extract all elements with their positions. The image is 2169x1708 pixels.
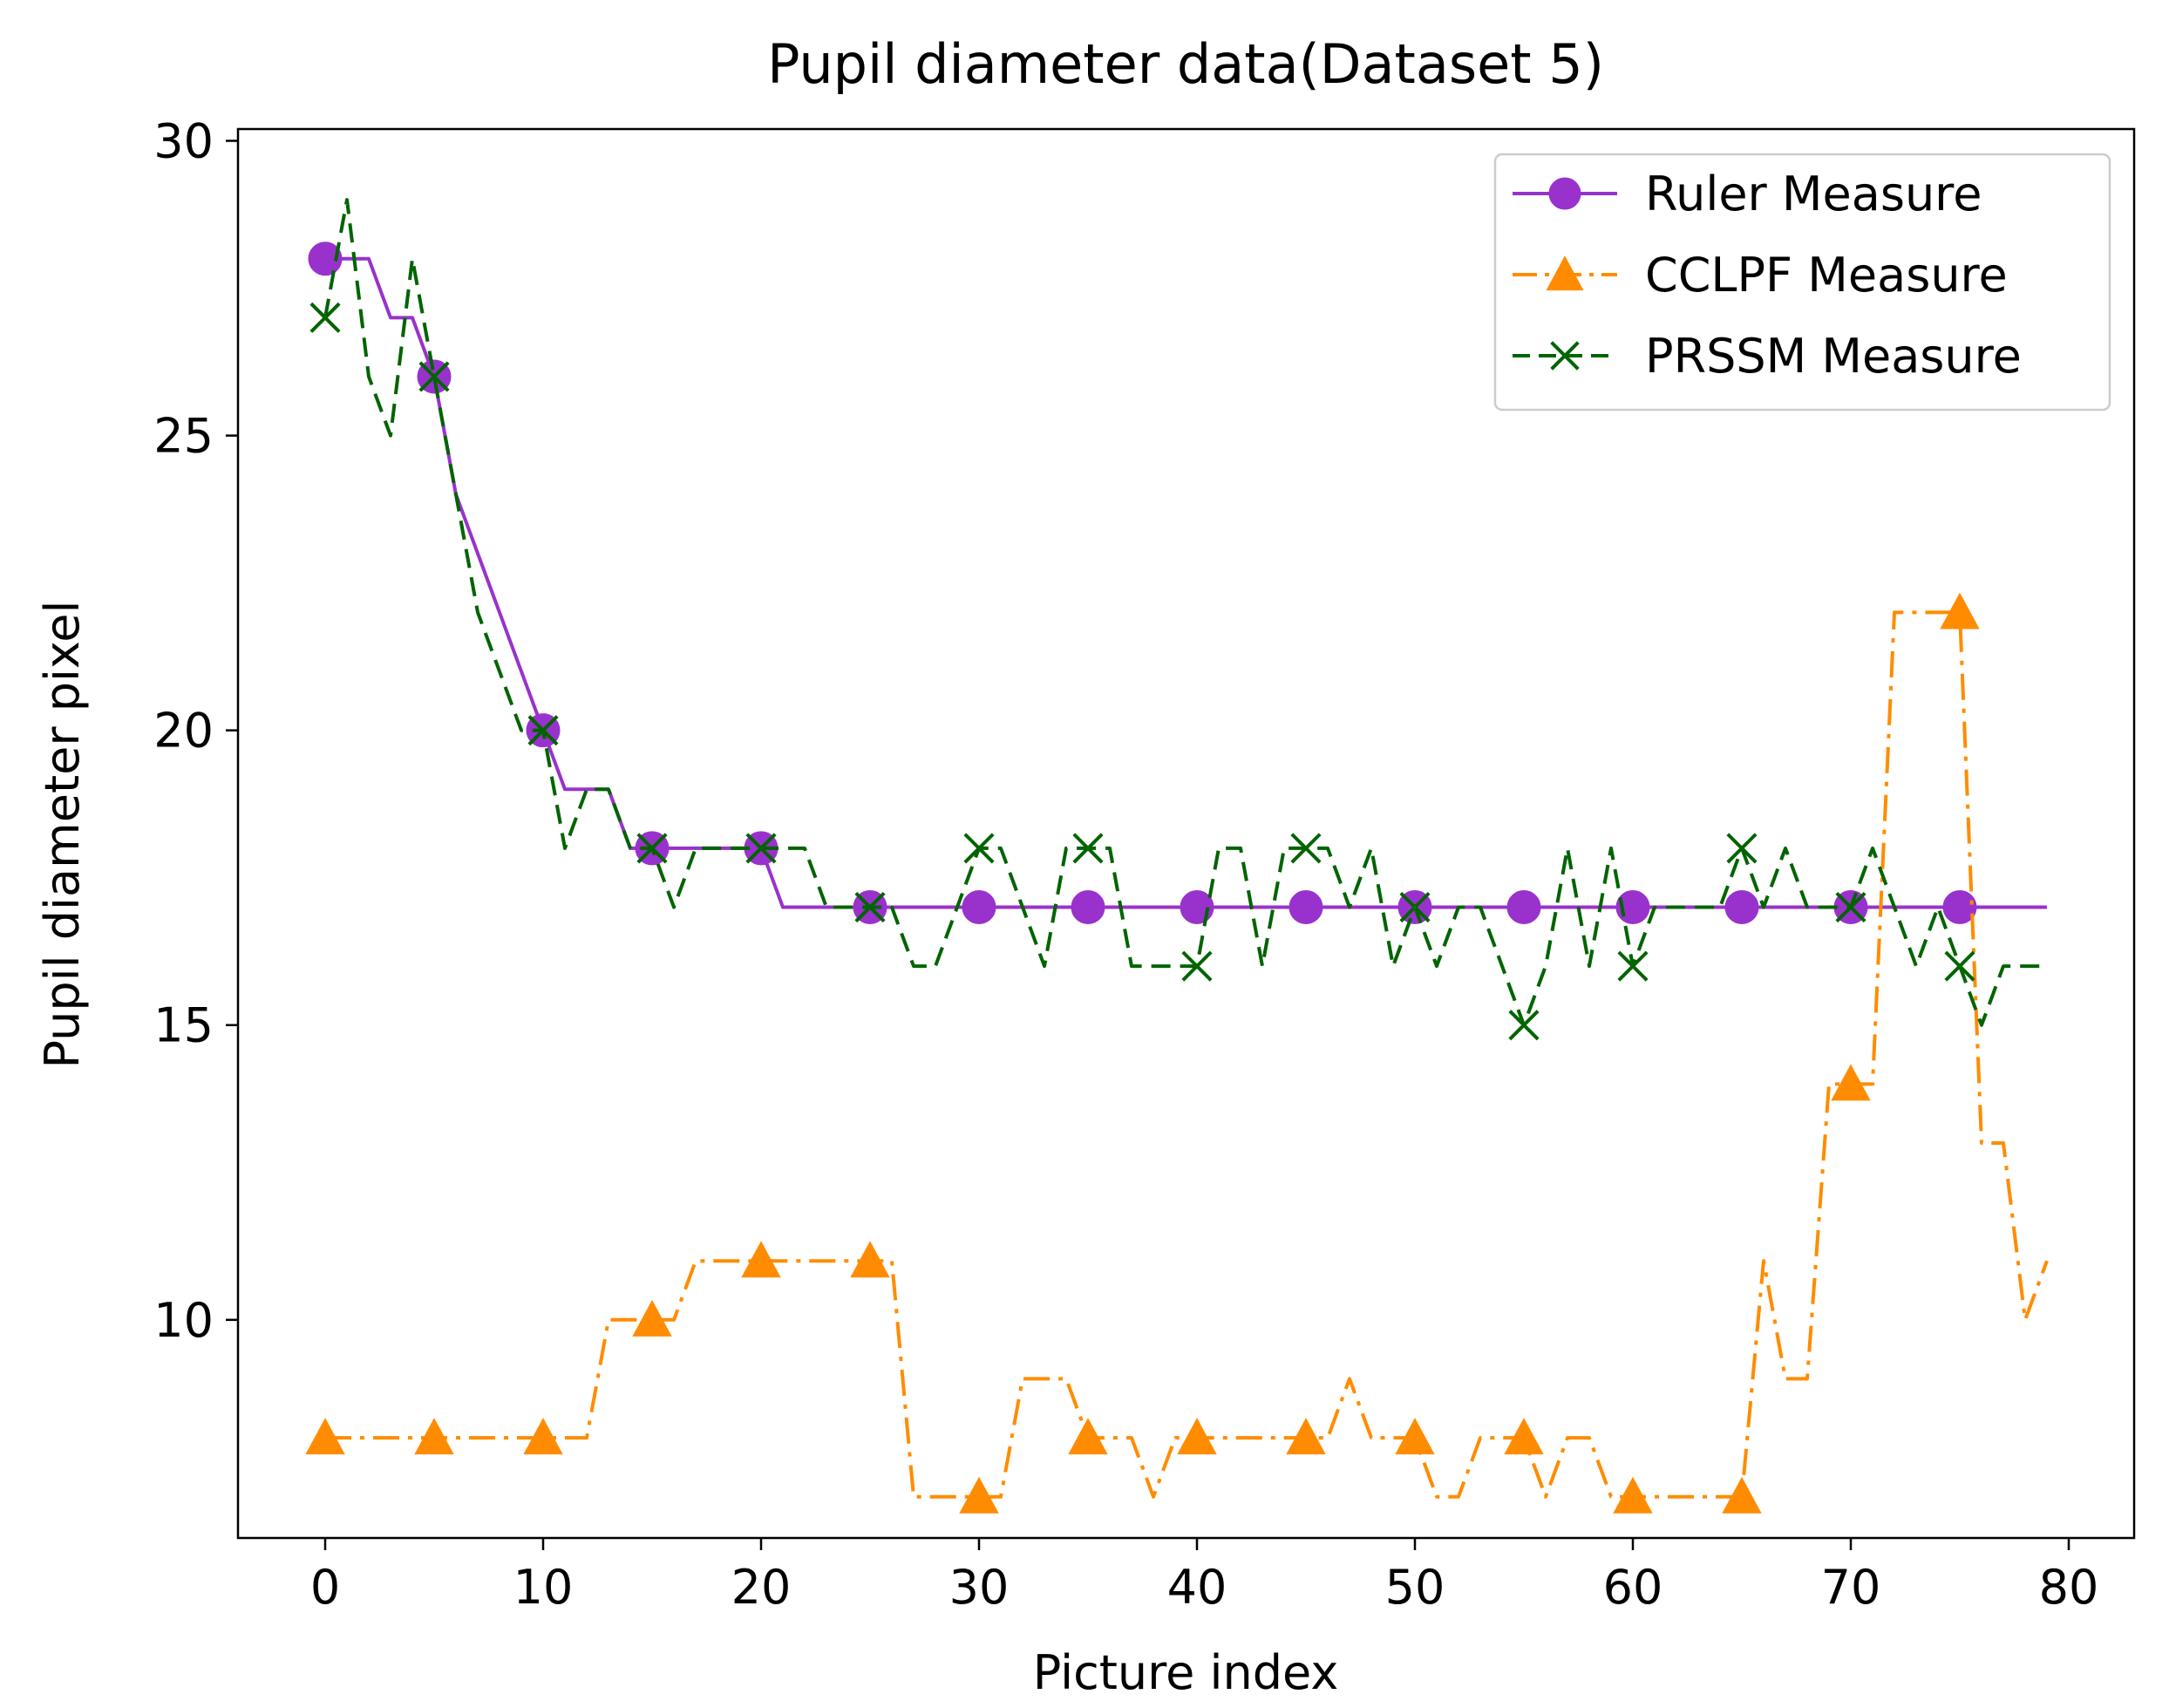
prssm-measure-point [1726,833,1758,864]
cclpf-measure-point [1940,592,1980,629]
plot-frame [236,127,2136,1540]
prssm-measure-point [1835,891,1866,923]
cclpf-measure-point [414,1418,454,1455]
prssm-measure-point [745,833,777,864]
y-tick-label: 10 [153,1293,214,1348]
prssm-measure-point [1181,950,1213,982]
cclpf-measure-point [632,1299,672,1337]
x-tick-label: 70 [1821,1560,1881,1615]
cclpf-measure-point [523,1418,563,1455]
ruler-measure-point [1288,890,1323,925]
plot-series [305,198,2049,1514]
legend-prssm-measure-marker [1550,341,1580,371]
prssm-measure-point [963,833,995,864]
cclpf-measure-point [1068,1418,1108,1455]
chart-title: Pupil diameter data(Dataset 5) [767,32,1604,96]
legend-prssm-measure-label: PRSSM Measure [1645,329,2022,384]
prssm-measure-point [1508,1010,1540,1041]
prssm-measure-point [1944,950,1975,982]
x-axis-label: Picture index [1033,1645,1339,1700]
legend-cclpf-measure-marker [1546,255,1584,291]
ruler-measure-point [1071,890,1105,925]
prssm-measure-point [1617,950,1649,982]
cclpf-measure-point [959,1476,999,1514]
legend-ruler-measure-marker [1548,177,1581,210]
ruler-measure-point [1724,890,1759,925]
cclpf-measure-point [1613,1476,1653,1514]
ruler-measure-point [1942,890,1977,925]
ruler-measure-point [308,242,343,276]
cclpf-measure-point [1286,1418,1326,1455]
prssm-measure-point [1399,891,1431,923]
axis-ticks: 0 10 20 30 40 50 60 70 80 10 15 20 25 30 [153,114,2098,1615]
y-tick-label: 20 [153,704,214,759]
prssm-measure-line [323,198,2047,1027]
cclpf-measure-point [1177,1418,1217,1455]
x-tick-label: 80 [2039,1560,2099,1615]
x-tick-label: 60 [1603,1560,1663,1615]
ruler-measure-point [962,890,996,925]
cclpf-measure-point [850,1241,890,1278]
prssm-measure-point [309,302,341,333]
y-axis-label: Pupil diameter pixel [35,600,90,1068]
cclpf-measure-point [741,1241,781,1278]
legend: Ruler Measure CCLPF Measure PRSSM Measure [1493,153,2111,412]
prssm-measure-point [418,361,450,392]
cclpf-measure-line [325,610,2049,1499]
cclpf-measure-point [1722,1476,1762,1514]
legend-ruler-measure-label: Ruler Measure [1645,167,1982,221]
legend-cclpf-measure-label: CCLPF Measure [1645,248,2008,303]
cclpf-measure-point [1395,1418,1435,1455]
cclpf-measure-point [305,1418,345,1455]
x-tick-label: 40 [1167,1560,1227,1615]
legend-box [1493,153,2111,412]
prssm-measure-point [854,891,886,923]
cclpf-measure-point [1831,1064,1871,1101]
prssm-measure-point [1290,833,1322,864]
x-tick-label: 0 [310,1560,340,1615]
prssm-measure-point [1072,833,1104,864]
cclpf-measure-point [1504,1418,1544,1455]
x-tick-label: 10 [513,1560,574,1615]
x-tick-label: 30 [949,1560,1010,1615]
x-tick-label: 20 [731,1560,792,1615]
x-tick-label: 50 [1385,1560,1445,1615]
ruler-measure-point [1506,890,1541,925]
prssm-measure-point [527,715,559,746]
prssm-measure-point [636,833,668,864]
y-tick-label: 25 [153,409,214,464]
y-tick-label: 30 [153,114,214,169]
y-tick-label: 15 [153,998,214,1053]
